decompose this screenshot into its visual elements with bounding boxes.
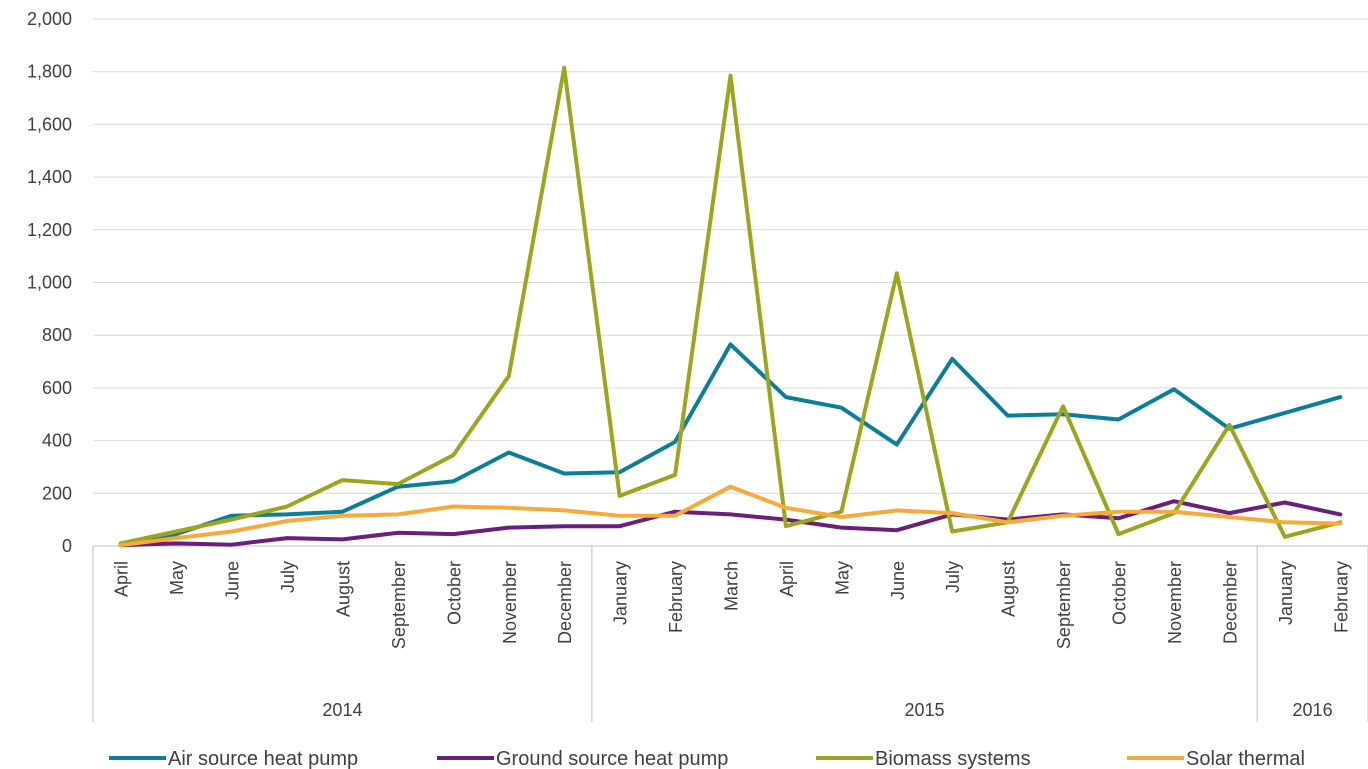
legend-label: Biomass systems [875,748,1031,769]
x-tick-label-month: August [999,561,1019,617]
x-tick-label-month: April [112,561,132,597]
x-tick-label-month: September [1054,561,1074,649]
series-line [118,342,1343,547]
x-tick-label-month: December [555,561,575,644]
series-line [118,484,1343,548]
x-tick-label-month: July [943,561,963,593]
y-tick-label: 1,600 [27,114,72,134]
x-tick-label-year: 2016 [1293,700,1333,720]
legend-label: Ground source heat pump [496,748,728,769]
x-tick-label-month: July [278,561,298,593]
y-axis: 0 200 400 600 800 1,000 1,200 1,400 1,600 1,800 2,… [27,9,72,556]
y-tick-label: 1,400 [27,167,72,187]
x-tick-label-month: May [832,561,852,595]
x-tick-label-month: November [1165,561,1185,644]
x-tick-label-month: June [223,561,243,600]
y-tick-label: 400 [42,431,72,451]
x-tick-label-month: October [1110,561,1130,625]
y-tick-label: 1,200 [27,220,72,240]
y-tick-label: 1,800 [27,62,72,82]
x-tick-label-year: 2014 [322,700,362,720]
legend-label: Air source heat pump [168,748,358,769]
series-lines [118,65,1343,548]
x-tick-label-month: March [722,561,742,611]
series-line [118,65,1343,546]
y-tick-label: 1,000 [27,273,72,293]
gridlines [93,18,1368,494]
x-tick-label-year: 2015 [904,700,944,720]
x-tick-label-month: November [500,561,520,644]
x-tick-label-month: December [1220,561,1240,644]
x-tick-label-month: October [444,561,464,625]
y-tick-label: 200 [42,483,72,503]
x-tick-label-month: September [389,561,409,649]
x-tick-label-month: February [666,561,686,633]
x-tick-label-month: June [888,561,908,600]
legend-label: Solar thermal [1186,748,1305,769]
y-tick-label: 2,000 [27,9,72,29]
x-tick-label-month: February [1331,561,1351,633]
x-axis: April May June July August September October No… [92,545,1368,722]
legend: Air source heat pump Ground source heat p… [109,748,1305,769]
x-tick-label-month: January [1276,561,1296,625]
y-tick-label: 600 [42,378,72,398]
y-tick-label: 800 [42,325,72,345]
x-tick-label-month: May [167,561,187,595]
y-tick-label: 0 [62,536,72,556]
x-tick-label-month: January [611,561,631,625]
series-line [118,499,1343,548]
x-tick-label-month: August [333,561,353,617]
x-tick-label-month: April [777,561,797,597]
